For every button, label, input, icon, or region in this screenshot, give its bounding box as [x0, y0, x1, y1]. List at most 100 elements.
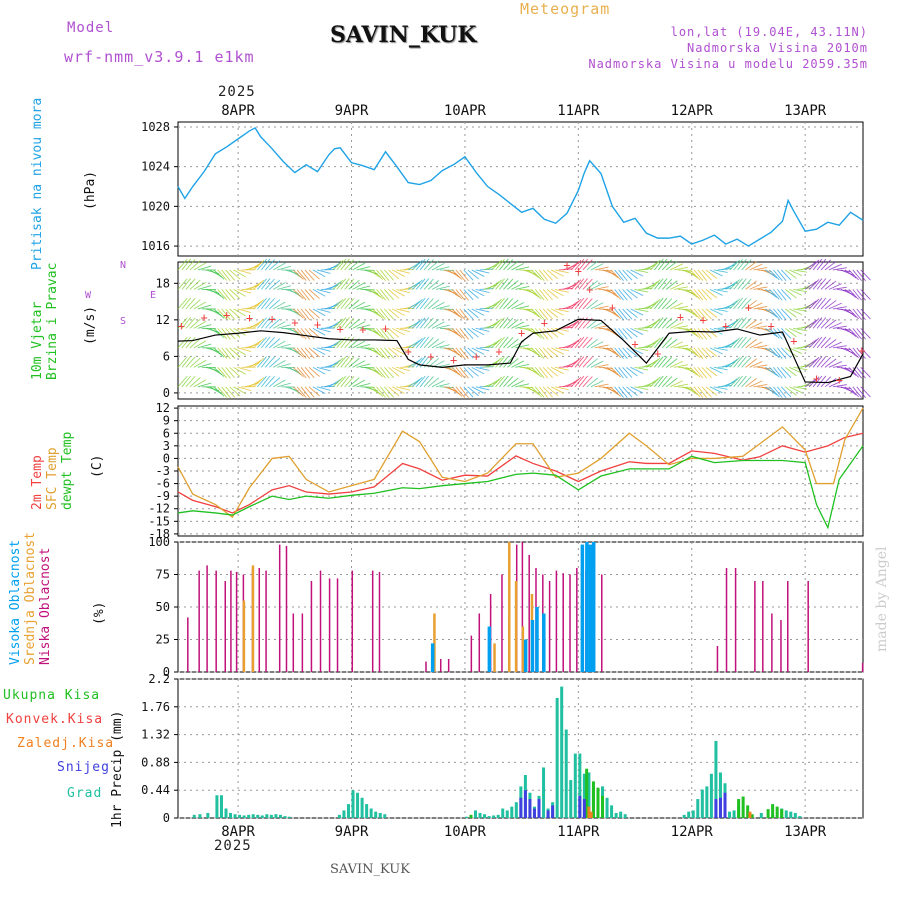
- precip-bar: [233, 814, 237, 818]
- wind-arrow: [638, 268, 653, 271]
- wind-arrow: [554, 308, 569, 313]
- wind-arrow: [419, 258, 430, 271]
- wind-arrow: [261, 356, 271, 368]
- wind-arrow: [253, 299, 265, 310]
- wind-arrow: [459, 308, 469, 321]
- wind-arrow: [352, 301, 366, 310]
- cloud-bar: [319, 570, 322, 672]
- wind-arrow: [197, 343, 212, 349]
- wind-arrow: [737, 297, 747, 310]
- precip-bar: [342, 810, 346, 818]
- wind-arrow: [804, 378, 817, 388]
- legend-conv-rain: Konvek.Kisa: [6, 712, 104, 727]
- wind-arrow: [832, 286, 847, 290]
- wind-arrow: [781, 367, 792, 378]
- wind-arrow: [626, 366, 638, 377]
- wind-arrow: [598, 386, 613, 389]
- wind-arrow: [471, 366, 485, 375]
- wind-arrow: [499, 336, 509, 349]
- wind-arrow: [594, 286, 609, 290]
- wind-arrow: [296, 269, 307, 281]
- wind-arrow: [542, 328, 553, 340]
- wind-arrow: [820, 317, 832, 329]
- wind-arrow: [653, 317, 664, 329]
- wind-arrow: [729, 298, 740, 310]
- wind-arrow: [745, 338, 757, 349]
- wind-arrow: [388, 269, 400, 280]
- precip-bar: [247, 814, 251, 818]
- wind-arrow: [487, 281, 500, 290]
- precip-bar: [587, 772, 591, 818]
- wind-arrow: [253, 377, 265, 388]
- wind-arrow: [852, 289, 862, 301]
- wind-arrow: [431, 282, 445, 290]
- y-tick-label: -6: [156, 477, 170, 491]
- wind-arrow: [638, 307, 653, 310]
- wind-arrow: [653, 356, 664, 368]
- wind-arrow: [844, 269, 857, 279]
- cloud-bar: [430, 643, 435, 672]
- wind-arrow: [610, 308, 621, 319]
- y-tick-label: 0.88: [141, 755, 170, 769]
- gust-marker: +: [541, 316, 548, 330]
- wind-arrow: [804, 358, 817, 368]
- wind-arrow: [463, 367, 474, 379]
- wind-arrow: [745, 299, 757, 310]
- wind-arrow: [344, 337, 355, 349]
- wind-arrow: [273, 321, 286, 329]
- wind-arrow: [554, 366, 569, 371]
- wind-arrow: [384, 386, 395, 398]
- wind-arrow: [777, 347, 787, 360]
- precip-bar: [564, 729, 568, 818]
- cloud-bar: [807, 581, 809, 672]
- y-tick-label: 1.32: [141, 728, 170, 742]
- wind-arrow: [653, 258, 664, 271]
- wind-arrow: [705, 269, 718, 279]
- wind-arrow: [582, 259, 593, 271]
- wind-arrow: [197, 304, 212, 310]
- y-tick-label: 0: [163, 811, 170, 825]
- wind-arrow: [622, 347, 633, 359]
- wind-arrow: [610, 386, 621, 397]
- wind-arrow: [328, 262, 341, 271]
- wind-arrow: [808, 337, 820, 349]
- wind-arrow: [463, 308, 474, 320]
- wind-arrow: [785, 386, 797, 396]
- precip-bar: [771, 804, 775, 818]
- wind-arrow: [824, 378, 837, 388]
- wind-arrow: [582, 356, 593, 368]
- wind-arrow: [332, 357, 344, 368]
- wind-arrow: [808, 259, 820, 271]
- wind-arrow: [804, 300, 817, 310]
- wind-arrow: [670, 302, 684, 310]
- wind-arrow: [562, 303, 577, 310]
- wind-arrow: [765, 386, 778, 396]
- y-tick-label: 1028: [141, 120, 170, 134]
- wind-arrow: [749, 302, 763, 310]
- cloud-bar: [542, 613, 546, 672]
- wind-arrow: [665, 338, 678, 349]
- wind-arrow: [523, 386, 537, 392]
- wind-arrow: [622, 308, 633, 320]
- wind-arrow: [848, 386, 859, 398]
- wind-arrow: [225, 289, 236, 301]
- wind-arrow: [471, 269, 485, 277]
- wind-arrow: [610, 367, 621, 378]
- wind-arrow: [328, 359, 341, 368]
- wind-arrow: [844, 347, 857, 357]
- wind-arrow: [852, 328, 862, 340]
- wind-arrow: [491, 279, 503, 290]
- precip-bar: [351, 790, 355, 818]
- wind-arrow: [542, 347, 553, 359]
- wind-arrow: [530, 308, 542, 319]
- precip-bar: [709, 773, 713, 818]
- wind-arrow: [463, 328, 474, 340]
- legend-total-rain: Ukupna Kisa: [3, 688, 101, 703]
- precip-bar: [560, 686, 564, 818]
- wind-arrow: [515, 266, 530, 271]
- wind-arrow: [483, 381, 498, 388]
- wind-arrow: [300, 289, 311, 301]
- wind-arrow: [264, 337, 275, 349]
- precip-bar: [496, 814, 500, 818]
- wind-arrow: [844, 328, 857, 337]
